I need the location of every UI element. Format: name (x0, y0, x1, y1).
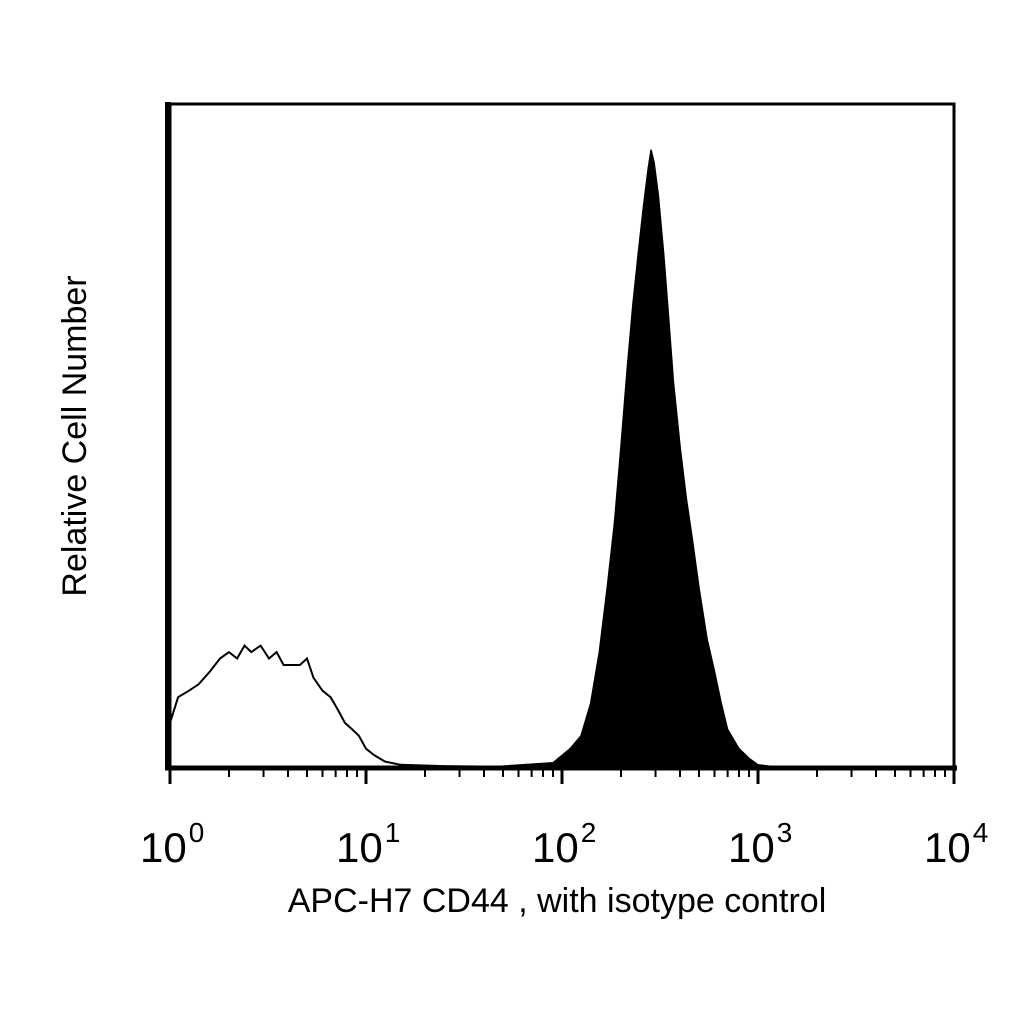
y-axis-label: Relative Cell Number (56, 275, 94, 596)
x-tick-label: 101 (336, 817, 400, 871)
x-tick-base: 10 (728, 824, 775, 871)
x-tick-exponent: 0 (189, 817, 205, 848)
x-tick-label: 100 (140, 817, 204, 871)
x-tick-exponent: 4 (973, 817, 989, 848)
x-tick-label: 103 (728, 817, 792, 871)
x-tick-exponent: 2 (581, 817, 597, 848)
x-tick-base: 10 (924, 824, 971, 871)
x-tick-base: 10 (336, 824, 383, 871)
x-tick-base: 10 (532, 824, 579, 871)
series-layer (169, 149, 955, 769)
x-tick-exponent: 3 (777, 817, 793, 848)
isotype-control-histogram (169, 643, 955, 769)
x-tick-layer: 100 101 102 103 104 (140, 768, 988, 871)
x-tick-label: 104 (924, 817, 988, 871)
x-tick-base: 10 (140, 824, 187, 871)
x-axis-label: APC-H7 CD44 , with isotype control (288, 882, 827, 920)
x-tick-exponent: 1 (385, 817, 401, 848)
stained-histogram (169, 149, 955, 769)
x-tick-label: 102 (532, 817, 596, 871)
